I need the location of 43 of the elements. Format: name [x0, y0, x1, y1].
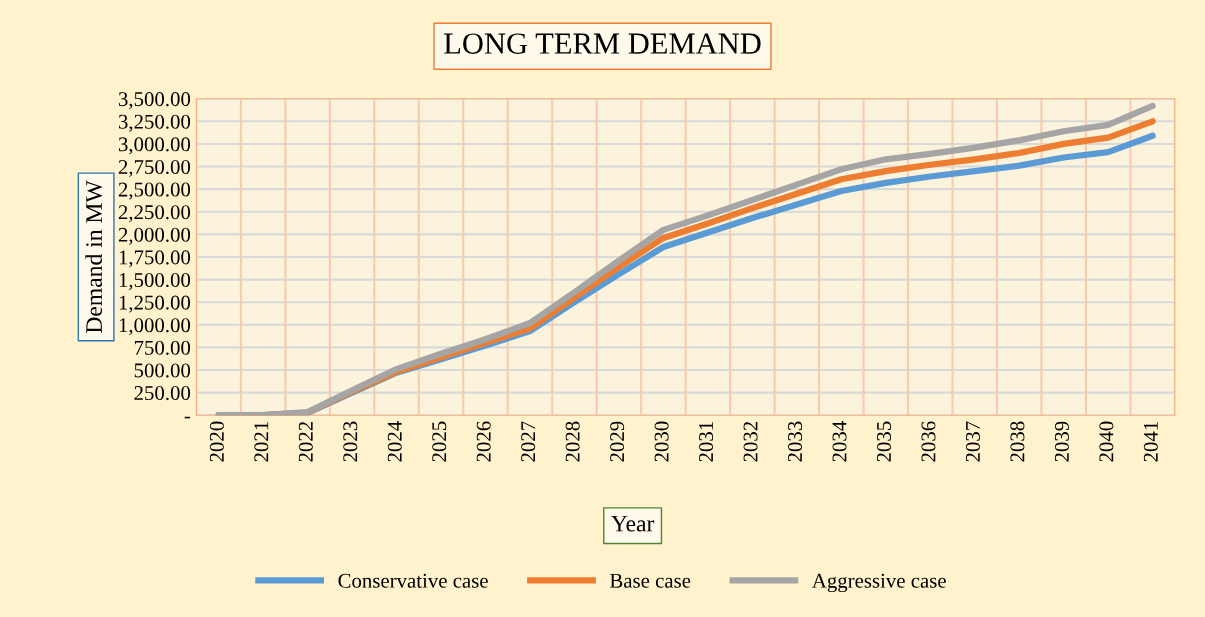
y-tick-label: 500.00 — [134, 363, 191, 378]
x-tick-label: 2027 — [521, 421, 536, 462]
x-tick-label: 2041 — [1143, 422, 1158, 462]
x-tick-label: 2039 — [1054, 421, 1069, 462]
y-tick-label: 2,250.00 — [118, 205, 191, 223]
x-tick-label: 2025 — [432, 421, 447, 462]
legend-label: Base case — [610, 573, 691, 588]
x-tick-label: 2038 — [1010, 421, 1025, 462]
x-tick-label: 2037 — [965, 421, 980, 462]
chart-title: LONG TERM DEMAND — [444, 33, 761, 54]
x-tick-label: 2022 — [298, 421, 313, 462]
x-tick-label: 2034 — [832, 421, 847, 462]
x-tick-label: 2028 — [565, 421, 580, 462]
y-tick-label: 2,500.00 — [118, 182, 191, 200]
x-tick-label: 2033 — [787, 421, 803, 462]
y-tick-label: 3,250.00 — [118, 114, 191, 132]
x-tick-label: 2036 — [921, 421, 936, 462]
x-tick-label: 2024 — [387, 421, 402, 462]
y-tick-label: 1,000.00 — [119, 318, 191, 336]
y-tick-label: 1,500.00 — [119, 272, 191, 291]
x-tick-label: 2040 — [1099, 421, 1114, 462]
x-tick-label: 2032 — [743, 421, 758, 462]
y-tick-label: 1,750.00 — [119, 250, 191, 268]
x-tick-label: 2035 — [876, 421, 891, 462]
y-tick-label: 3,500.00 — [118, 92, 191, 110]
x-tick-label: 2020 — [209, 421, 224, 462]
legend-label: Aggressive case — [812, 573, 946, 593]
x-tick-label: 2031 — [699, 422, 714, 462]
x-tick-label: 2021 — [254, 422, 269, 462]
legend-label: Conservative case — [338, 573, 488, 588]
y-tick-label: 3,000.00 — [118, 137, 191, 155]
y-tick-label: - — [184, 416, 191, 419]
y-tick-label: 2,750.00 — [118, 159, 191, 177]
y-tick-label: 750.00 — [134, 340, 191, 355]
y-axis-title: Demand in MW — [85, 180, 103, 334]
x-tick-label: 2030 — [654, 421, 669, 462]
x-tick-label: 2026 — [476, 421, 491, 462]
x-tick-label: 2029 — [610, 421, 625, 462]
y-tick-label: 250.00 — [134, 386, 191, 401]
x-axis-title: Year — [611, 515, 655, 532]
y-tick-label: 1,250.00 — [119, 295, 191, 313]
y-tick-label: 2,000.00 — [118, 227, 191, 245]
x-tick-label: 2023 — [343, 421, 358, 462]
